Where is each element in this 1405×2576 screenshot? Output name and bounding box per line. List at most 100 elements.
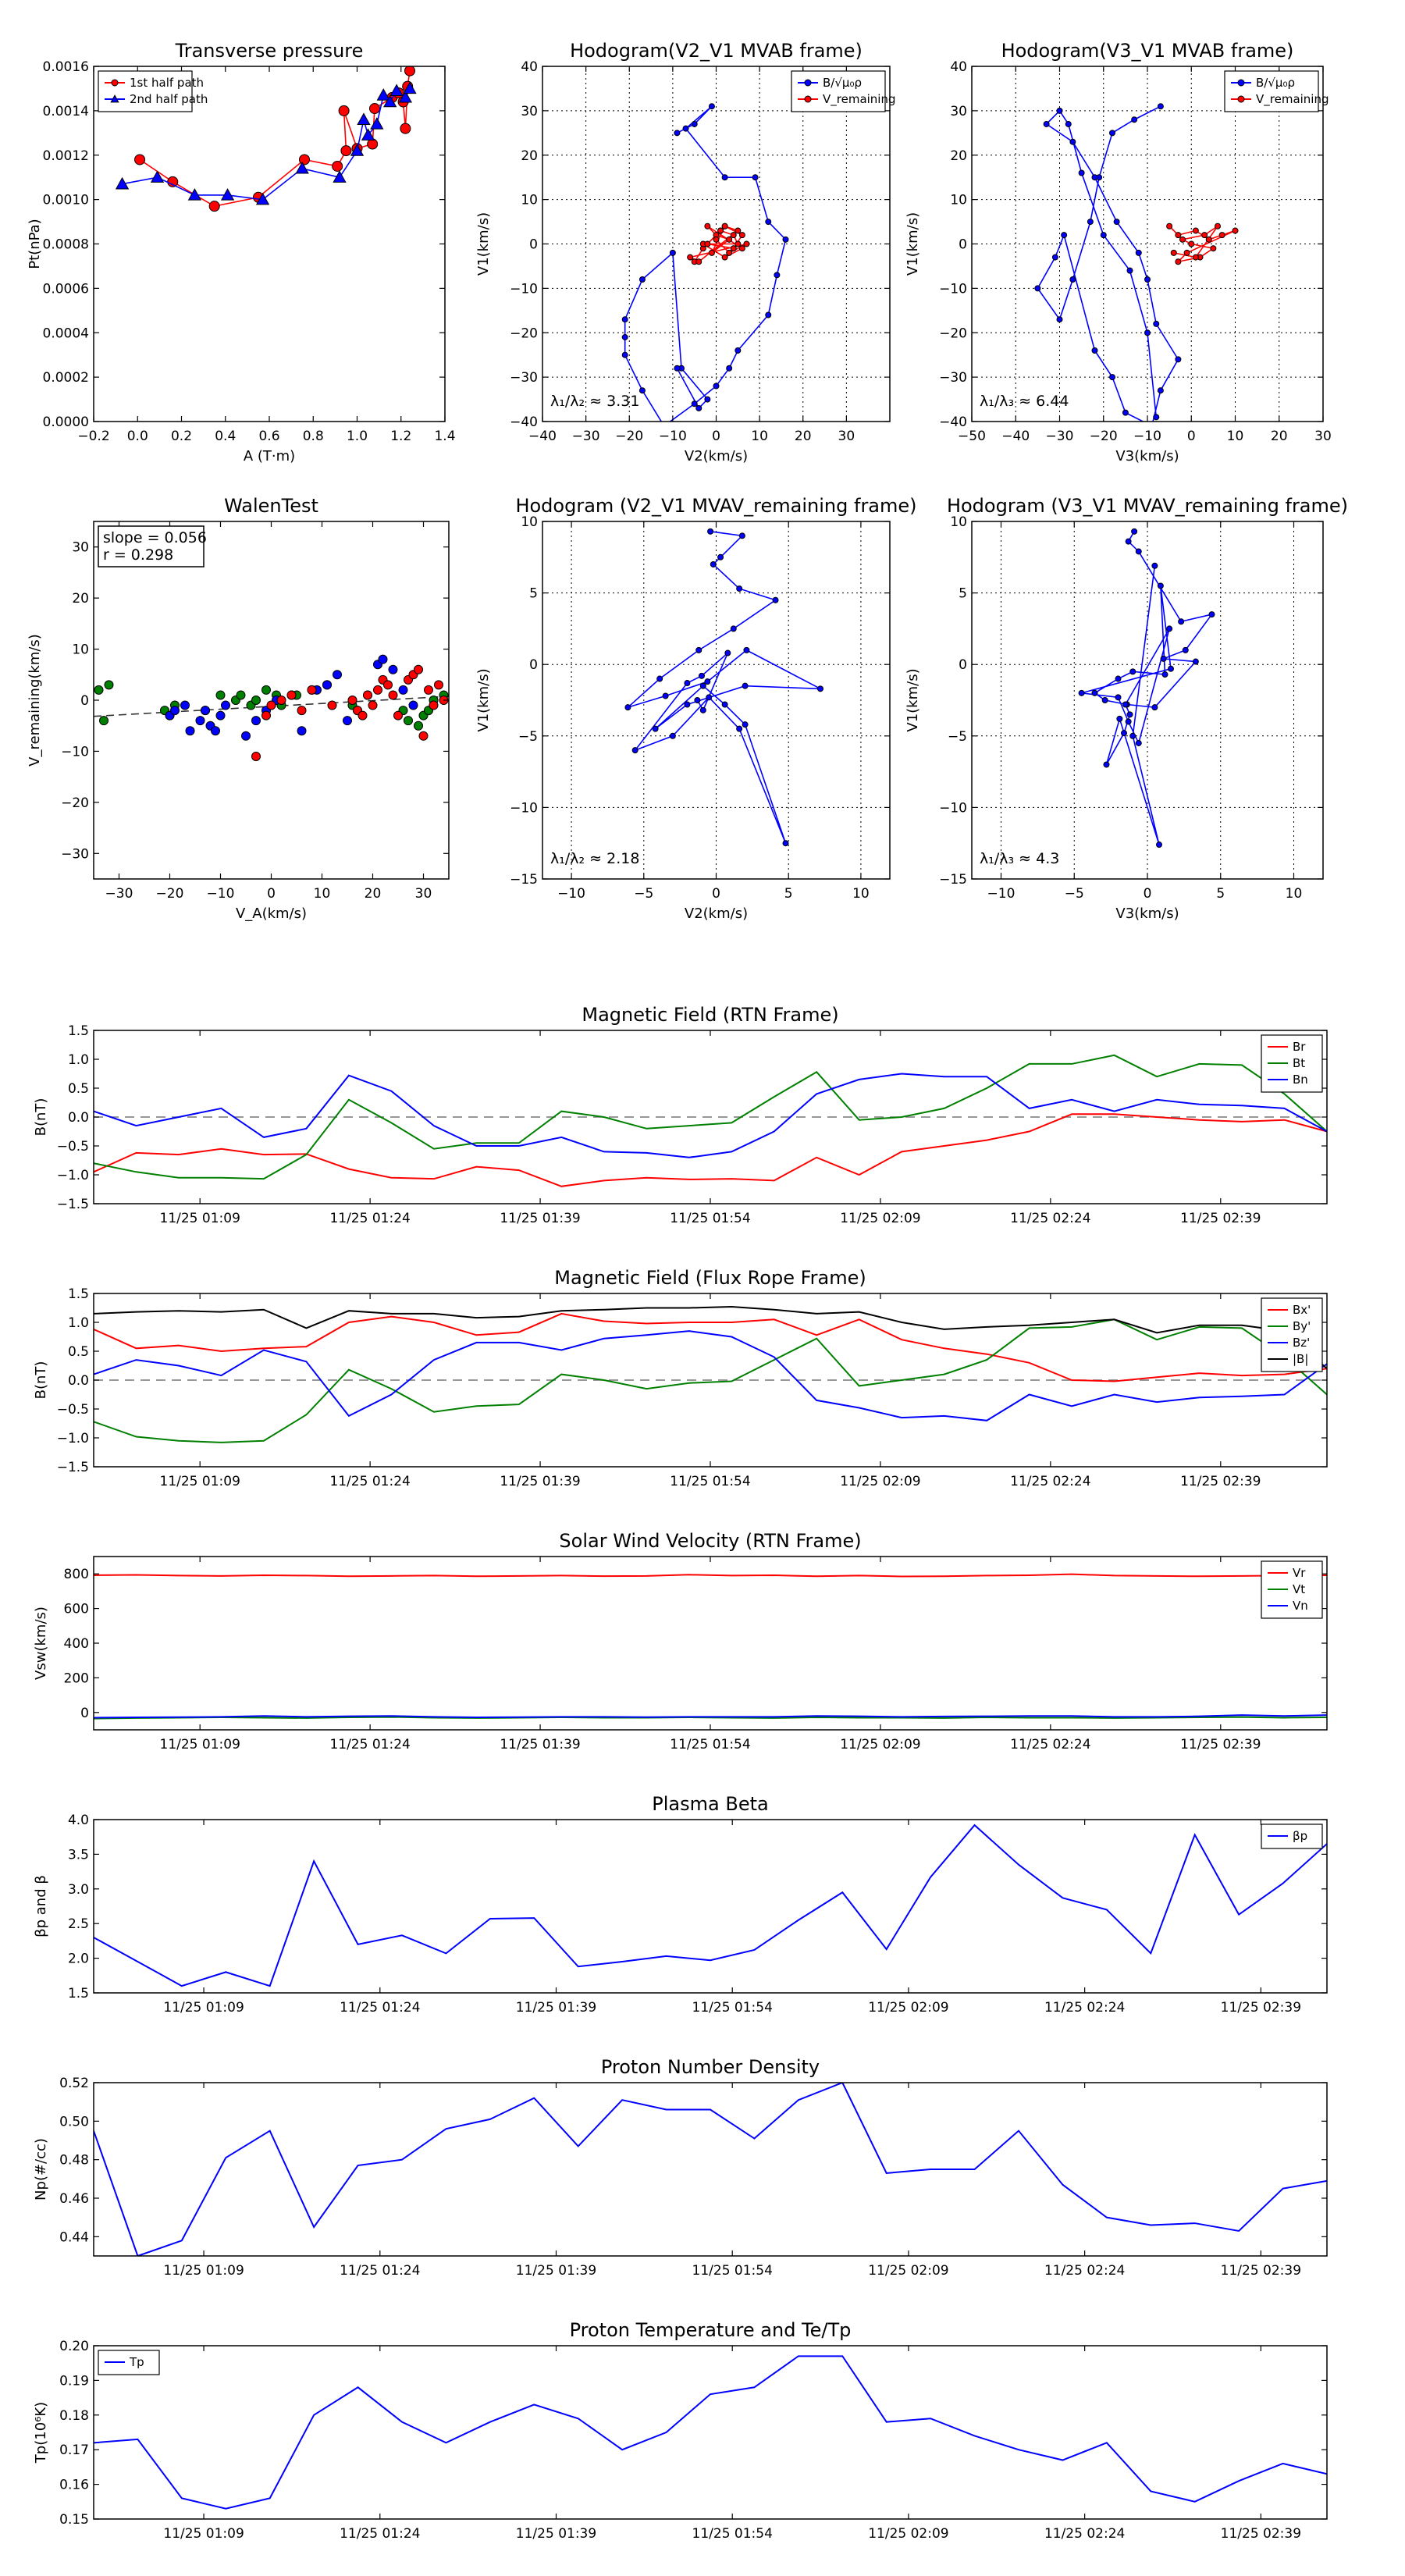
data-point: [338, 105, 350, 116]
data-point: [699, 706, 706, 713]
data-point: [1208, 611, 1215, 618]
legend: Bx' By' Bz' |B|: [1261, 1297, 1323, 1372]
data-point: [765, 311, 772, 318]
data-point: [1153, 414, 1160, 421]
y-tick-label: 5: [529, 586, 538, 602]
y-tick-label: 0: [959, 657, 967, 673]
chart-mag_rtn: −1.5 −1.0 −0.5 0.0 0.5 1.0 1.5 11/25 01:09 11/25…: [33, 1004, 1328, 1226]
series-line: [94, 1714, 1327, 1719]
y-tick-label: 0.44: [59, 2229, 89, 2245]
data-point: [704, 678, 711, 685]
y-tick-label: 1.0: [68, 1052, 89, 1068]
series-line: [1037, 105, 1179, 422]
x-tick-label: 1.4: [434, 429, 455, 444]
x-tick-label: 10: [852, 886, 870, 902]
chart-walen: −30 −20 −10 0 10 20 30 −30 −20 −10 0 10 20 30 WalenTes…: [27, 495, 450, 922]
data-point: [297, 706, 307, 716]
series-line: [627, 531, 821, 844]
data-point: [1192, 658, 1199, 665]
y-tick-label: 0.0000: [43, 415, 89, 430]
x-tick-label: −50: [958, 429, 986, 444]
data-point: [717, 553, 724, 560]
x-tick-label: 20: [1271, 429, 1288, 444]
data-point: [1056, 316, 1063, 323]
data-point: [104, 680, 114, 690]
data-point: [1131, 528, 1138, 535]
legend-label: B/√μ₀ρ: [1256, 76, 1295, 90]
y-tick-label: −30: [939, 370, 967, 386]
y-tick-label: −20: [510, 326, 538, 341]
data-point: [1205, 236, 1212, 243]
data-point: [383, 94, 397, 108]
data-point: [1069, 138, 1076, 145]
data-point: [730, 625, 737, 632]
data-point: [1168, 665, 1174, 672]
data-point: [1126, 711, 1133, 718]
chart-vel: 0 200 400 600 800 11/25 01:09 11/25 01:24 11/25…: [33, 1530, 1328, 1752]
data-point: [738, 232, 745, 239]
y-tick-label: 0.19: [59, 2373, 89, 2389]
data-point: [738, 245, 745, 252]
legend-label: Bx': [1293, 1303, 1311, 1317]
data-point: [266, 700, 276, 710]
data-point: [1157, 582, 1164, 589]
data-point: [1215, 222, 1221, 229]
data-point: [704, 396, 711, 403]
data-point: [1170, 249, 1177, 256]
y-tick-label: −40: [510, 415, 538, 430]
y-axis-label: V1(km/s): [905, 212, 921, 276]
x-tick-label: 10: [1286, 886, 1303, 902]
x-tick-label: 11/25 01:39: [516, 2000, 596, 2016]
data-point: [368, 700, 378, 710]
data-point: [1091, 347, 1098, 354]
data-point: [1078, 689, 1085, 696]
data-point: [782, 840, 789, 847]
legend-label: V_remaining: [1256, 92, 1329, 107]
ratio-annotation: λ₁/λ₃ ≈ 6.44: [980, 393, 1069, 410]
data-point: [1218, 232, 1225, 239]
legend-marker: [110, 94, 119, 103]
data-point: [357, 112, 371, 125]
legend-marker: [111, 79, 119, 87]
data-point: [187, 188, 202, 201]
data-point: [1069, 276, 1076, 283]
legend-marker: [804, 79, 812, 87]
series-B: [94, 1306, 1327, 1369]
x-tick-label: 11/25 01:54: [670, 1474, 750, 1489]
y-tick-label: 0.16: [59, 2478, 89, 2493]
data-point: [1192, 227, 1199, 234]
x-tick-label: 30: [838, 429, 855, 444]
data-point: [414, 720, 423, 731]
data-point: [621, 316, 628, 323]
y-tick-label: −40: [939, 415, 967, 430]
y-tick-label: 0.0008: [43, 237, 89, 253]
y-tick-label: 1.5: [68, 1023, 89, 1039]
data-point: [1175, 232, 1182, 239]
y-tick-label: 0: [80, 1706, 89, 1721]
series-line: [94, 1823, 1327, 1987]
series-line: [94, 1312, 1327, 1382]
y-tick-label: 0.0002: [43, 370, 89, 386]
series-line: [1081, 531, 1214, 845]
x-axis-label: V3(km/s): [1115, 448, 1179, 464]
x-axis-label: V2(km/s): [685, 906, 748, 922]
chart-mag_fr: −1.5 −1.0 −0.5 0.0 0.5 1.0 1.5 11/25 01:09 11/25…: [33, 1267, 1328, 1489]
data-point: [261, 685, 271, 695]
data-point: [332, 160, 343, 172]
series-Np: [94, 2083, 1327, 2256]
y-tick-label: 0: [80, 693, 89, 709]
data-point: [1151, 562, 1158, 569]
data-point: [691, 120, 698, 127]
data-point: [736, 725, 743, 732]
x-tick-label: 11/25 02:39: [1221, 2526, 1301, 2542]
x-tick-label: 11/25 01:09: [160, 1211, 240, 1226]
data-point: [383, 680, 393, 690]
y-tick-label: −10: [939, 281, 967, 297]
data-point: [724, 649, 731, 656]
data-point: [1135, 739, 1142, 746]
series-line: [122, 88, 411, 201]
data-point: [418, 731, 429, 741]
series-Bn: [94, 1073, 1327, 1158]
data-point: [698, 672, 705, 679]
